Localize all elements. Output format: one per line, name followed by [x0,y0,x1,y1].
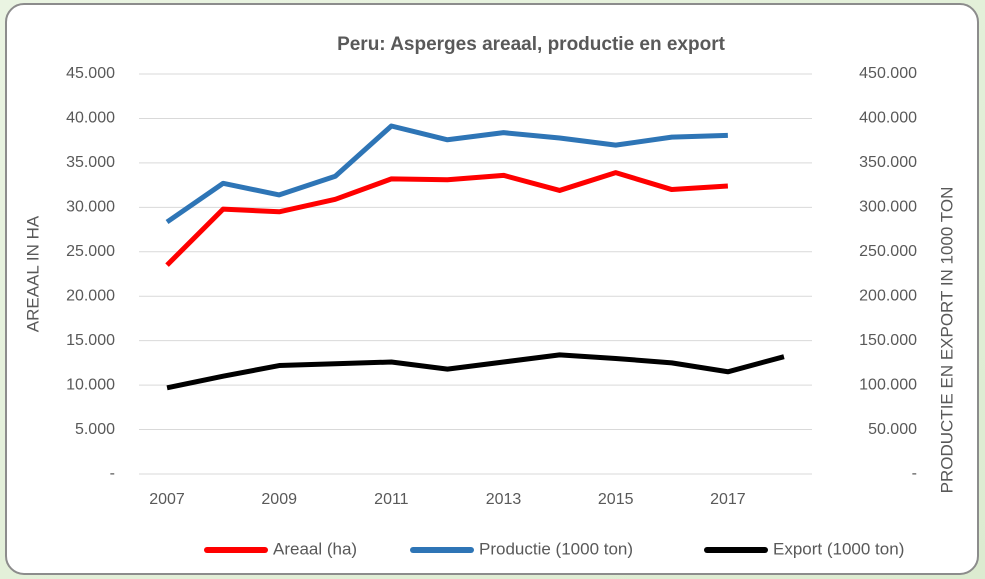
x-tick-label: 2011 [374,491,409,508]
y-tick-label: 15.000 [66,332,115,349]
y-tick-label: 5.000 [75,421,115,438]
y2-tick-label: 200.000 [859,287,917,304]
y-tick-label: 20.000 [66,287,115,304]
series-line [166,352,785,391]
legend-label: Areaal (ha) [273,539,357,558]
chart-title: Peru: Asperges areaal, productie en expo… [337,34,726,55]
y2-tick-label: 150.000 [859,332,917,349]
x-tick-label: 2009 [261,491,297,508]
x-tick-label: 2017 [710,491,746,508]
y2-tick-label: 100.000 [859,376,917,393]
y-tick-label: 40.000 [66,110,115,127]
y2-tick-label: 50.000 [868,421,917,438]
legend-label: Productie (1000 ton) [479,539,633,558]
y2-tick-label: 250.000 [859,243,917,260]
series-line [165,123,728,225]
chart-card [5,3,979,575]
y2-tick-label: 400.000 [859,110,917,127]
y-tick-label: 30.000 [66,199,115,216]
x-tick-label: 2015 [598,491,634,508]
y2-tick-label: 300.000 [859,199,917,216]
x-tick-label: 2007 [149,491,185,508]
y-tick-label: - [110,465,115,482]
y-tick-label: 35.000 [66,154,115,171]
y2-tick-label: 350.000 [859,154,917,171]
y-tick-label: 25.000 [66,243,115,260]
x-tick-label: 2013 [486,491,522,508]
y-tick-label: 45.000 [66,65,115,82]
y-axis-title: AREAAL IN HA [23,215,42,332]
series-line [165,170,729,267]
legend-label: Export (1000 ton) [773,539,904,558]
y2-axis-title: PRODUCTIE EN EXPORT IN 1000 TON [937,187,956,494]
y2-tick-label: - [912,465,917,482]
y2-tick-label: 450.000 [859,65,917,82]
y-tick-label: 10.000 [66,376,115,393]
